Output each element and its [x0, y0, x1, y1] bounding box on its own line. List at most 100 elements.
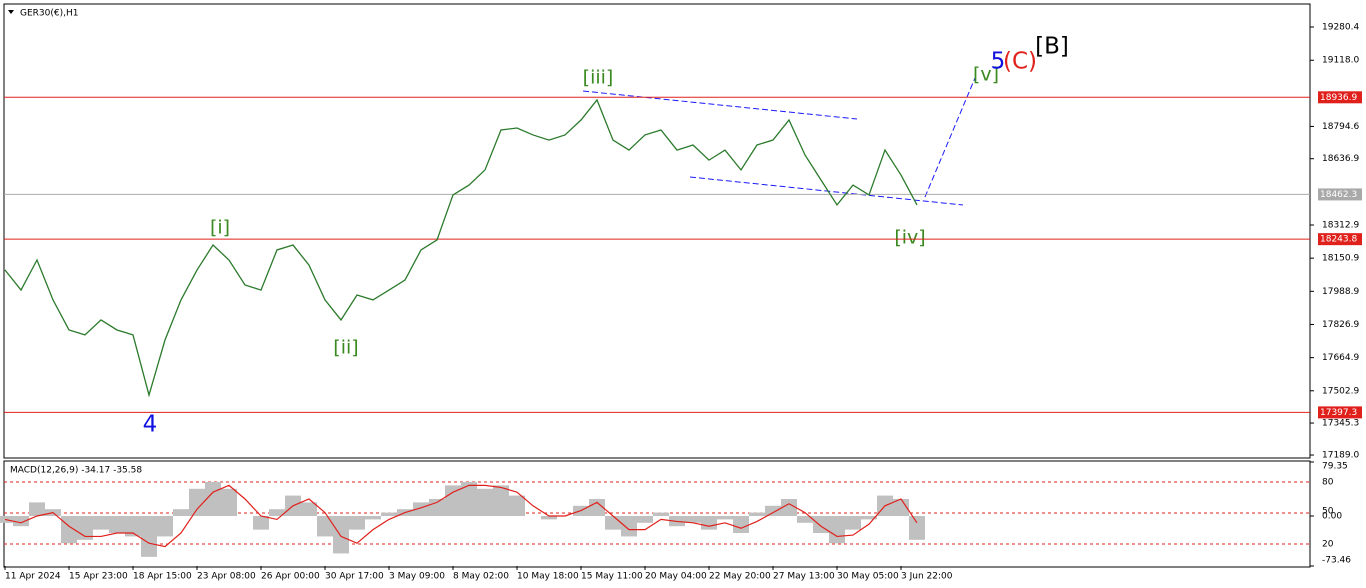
wave-label: [B] — [1035, 34, 1069, 60]
macd-bar — [349, 516, 365, 530]
macd-bar — [717, 516, 733, 520]
price-tag — [1318, 406, 1362, 419]
macd-bar — [797, 516, 813, 523]
x-tick-label: 8 May 02:00 — [453, 572, 509, 582]
macd-bar — [461, 481, 477, 517]
level-label: 80 — [1322, 478, 1334, 488]
macd-bar — [909, 516, 925, 540]
wave-label: 4 — [143, 412, 158, 438]
macd-bar — [733, 516, 749, 534]
trend-line — [689, 176, 964, 206]
macd-bar — [429, 498, 445, 517]
x-tick-label: 30 May 05:00 — [837, 572, 899, 582]
macd-bar — [589, 498, 605, 517]
y-tick-label: 17826.9 — [1322, 320, 1359, 330]
y-tick-label: 17345.3 — [1322, 419, 1359, 429]
macd-bar — [381, 512, 397, 517]
price-panel — [3, 3, 1311, 459]
x-tick-label: 30 Apr 17:00 — [325, 572, 384, 582]
trend-line — [582, 90, 858, 120]
x-tick-label: 10 May 18:00 — [517, 572, 579, 582]
y-tick-label: 79.35 — [1322, 462, 1348, 472]
y-tick-label: 17189.0 — [1322, 451, 1359, 461]
macd-bar — [125, 516, 141, 537]
x-tick-label: 18 Apr 15:00 — [133, 572, 192, 582]
y-tick-label: 18150.9 — [1322, 254, 1359, 264]
macd-bar — [141, 516, 157, 557]
macd-bar — [29, 502, 45, 517]
price-tag-label: 18936.9 — [1320, 93, 1357, 103]
wave-label: [iv] — [894, 227, 925, 249]
annotations: [i] [ii] [iii] [iv] [v] 4 5(C)[B] — [143, 34, 1069, 438]
x-tick-label: 23 Apr 08:00 — [197, 572, 256, 582]
y-tick-label: 17502.9 — [1322, 386, 1359, 396]
wave-label: [ii] — [333, 337, 358, 359]
macd-bar — [749, 512, 765, 517]
macd-bar — [253, 516, 269, 530]
macd-bar — [861, 516, 877, 520]
macd-bar — [333, 516, 349, 554]
wave-label: 5 — [991, 49, 1006, 75]
macd-bar — [13, 516, 29, 527]
x-tick-label: 20 May 04:00 — [645, 572, 707, 582]
x-tick-label: 15 Apr 23:00 — [69, 572, 128, 582]
y-tick-label: 17664.9 — [1322, 353, 1359, 363]
signal-line — [4, 484, 918, 548]
x-tick-label: 11 Apr 2024 — [5, 572, 61, 582]
price-tag-label: 18462.3 — [1320, 190, 1357, 200]
x-tick-label: 3 May 09:00 — [389, 572, 445, 582]
y-tick-label: 0.00 — [1322, 512, 1342, 522]
macd-bar — [541, 516, 557, 520]
x-tick-label: 27 May 13:00 — [773, 572, 835, 582]
price-tag — [1318, 233, 1362, 246]
price-line — [4, 98, 918, 398]
macd-bar — [413, 502, 429, 517]
macd-bar — [189, 488, 205, 517]
wave-label: (C) — [1003, 49, 1037, 75]
level-label: 20 — [1322, 540, 1334, 550]
macd-bar — [445, 485, 461, 517]
y-tick-label: 19118.0 — [1322, 56, 1359, 66]
macd-bar — [765, 505, 781, 517]
price-tag — [1318, 188, 1362, 201]
chart-title: GER30(€),H1 — [20, 9, 78, 19]
macd-bar — [845, 516, 861, 530]
wave-label: [iii] — [583, 67, 614, 89]
x-tick-label: 22 May 20:00 — [709, 572, 771, 582]
macd-bar — [509, 495, 525, 517]
price-tag-label: 18243.8 — [1320, 235, 1357, 245]
y-tick-label: 17988.9 — [1322, 287, 1359, 297]
macd-bar — [701, 516, 717, 530]
x-tick-label: 3 Jun 22:00 — [901, 572, 953, 582]
macd-bar — [269, 509, 285, 517]
price-tag — [1318, 91, 1362, 104]
macd-bar — [893, 498, 909, 517]
y-tick-label: 18312.9 — [1322, 221, 1359, 231]
macd-bar — [685, 516, 701, 523]
macd-bar — [621, 516, 637, 537]
macd-bar — [605, 516, 621, 530]
macd-bar — [781, 498, 797, 517]
macd-bar — [829, 516, 845, 544]
y-tick-label: 18636.9 — [1322, 154, 1359, 164]
macd-bar — [653, 512, 669, 517]
level-label: 50 — [1322, 507, 1334, 517]
macd-title: MACD(12,26,9) -34.17 -35.58 — [10, 466, 142, 476]
y-tick-label: -73.46 — [1322, 556, 1351, 566]
macd-bar — [637, 516, 653, 523]
x-tick-label: 15 May 11:00 — [581, 572, 643, 582]
macd-bar — [317, 516, 333, 537]
macd-bar — [157, 516, 173, 537]
macd-bar — [221, 488, 237, 517]
projection-line — [924, 77, 976, 198]
macd-bar — [301, 502, 317, 517]
wave-label: [i] — [210, 217, 230, 239]
price-tag-label: 17397.3 — [1320, 408, 1357, 418]
macd-bar — [109, 516, 125, 534]
y-tick-label: 18794.6 — [1322, 122, 1359, 132]
wave-label: [v] — [973, 64, 999, 86]
macd-bar — [173, 509, 189, 517]
macd-bar — [93, 516, 109, 530]
menu-arrow — [8, 10, 14, 14]
